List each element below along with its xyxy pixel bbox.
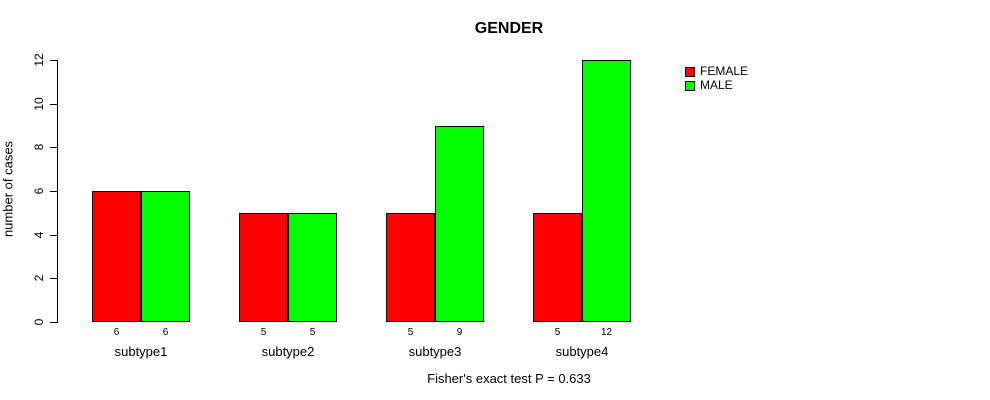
caption-text: Fisher's exact test P = 0.633 bbox=[427, 371, 591, 386]
y-tick-label: 6 bbox=[32, 187, 46, 195]
bar-value-label: 9 bbox=[456, 327, 463, 338]
y-tick-mark bbox=[50, 104, 57, 105]
y-tick-mark bbox=[50, 322, 57, 323]
bar-male-subtype1 bbox=[141, 191, 190, 322]
y-tick-mark bbox=[50, 60, 57, 61]
bar-value-label: 5 bbox=[407, 327, 414, 338]
y-tick-label: 8 bbox=[32, 143, 46, 151]
legend-swatch-female bbox=[685, 66, 695, 77]
legend-label: MALE bbox=[700, 78, 733, 92]
bar-male-subtype2 bbox=[288, 213, 337, 322]
bar-value-label: 12 bbox=[600, 327, 613, 338]
y-tick-mark bbox=[50, 235, 57, 236]
y-tick-label: 4 bbox=[32, 231, 46, 239]
bar-value-label: 5 bbox=[309, 327, 316, 338]
y-tick-mark bbox=[50, 191, 57, 192]
legend-swatch-male bbox=[685, 80, 695, 91]
bar-value-label: 5 bbox=[260, 327, 267, 338]
legend: FEMALE MALE bbox=[685, 65, 748, 93]
bar-female-subtype2 bbox=[239, 213, 288, 322]
x-category-label: subtype3 bbox=[408, 344, 462, 359]
bar-female-subtype4 bbox=[533, 213, 582, 322]
y-tick-label: 0 bbox=[32, 318, 46, 326]
chart-title: GENDER bbox=[474, 20, 544, 37]
x-category-label: subtype2 bbox=[261, 344, 315, 359]
bar-female-subtype1 bbox=[92, 191, 141, 322]
y-axis-label: number of cases bbox=[0, 140, 16, 238]
bar-value-label: 6 bbox=[113, 327, 120, 338]
bar-value-label: 5 bbox=[554, 327, 561, 338]
y-tick-label: 2 bbox=[32, 274, 46, 282]
bar-value-label: 6 bbox=[162, 327, 169, 338]
bar-male-subtype3 bbox=[435, 126, 484, 322]
x-category-label: subtype1 bbox=[114, 344, 168, 359]
y-tick-label: 10 bbox=[32, 97, 46, 111]
legend-item-male: MALE bbox=[685, 79, 748, 92]
bar-male-subtype4 bbox=[582, 60, 631, 322]
legend-item-female: FEMALE bbox=[685, 65, 748, 78]
x-category-label: subtype4 bbox=[555, 344, 609, 359]
y-tick-label: 12 bbox=[32, 53, 46, 67]
y-tick-mark bbox=[50, 278, 57, 279]
y-tick-mark bbox=[50, 147, 57, 148]
bar-female-subtype3 bbox=[386, 213, 435, 322]
y-axis-line bbox=[57, 60, 58, 323]
legend-label: FEMALE bbox=[700, 64, 749, 78]
